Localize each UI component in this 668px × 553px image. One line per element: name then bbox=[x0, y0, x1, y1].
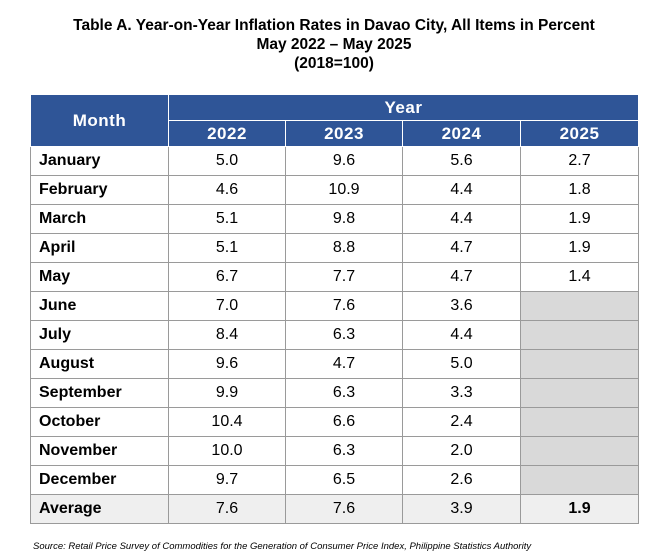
table-row: November 10.0 6.3 2.0 bbox=[30, 436, 639, 466]
value-cell: 6.3 bbox=[285, 378, 403, 408]
value-cell: 4.6 bbox=[168, 175, 286, 205]
table-row: December 9.7 6.5 2.6 bbox=[30, 465, 639, 495]
value-cell: 7.6 bbox=[285, 291, 403, 321]
value-cell: 6.3 bbox=[285, 320, 403, 350]
value-cell: 10.0 bbox=[168, 436, 286, 466]
value-cell: 4.4 bbox=[402, 175, 521, 205]
value-cell: 9.9 bbox=[168, 378, 286, 408]
table-body: January 5.0 9.6 5.6 2.7 February 4.6 10.9 4.4 1.8… bbox=[30, 146, 639, 524]
value-cell: 2.7 bbox=[520, 146, 639, 176]
value-cell: 5.0 bbox=[402, 349, 521, 379]
empty-cell bbox=[520, 436, 639, 466]
value-cell: 1.9 bbox=[520, 204, 639, 234]
value-cell: 9.6 bbox=[285, 146, 403, 176]
title-line-1: Table A. Year-on-Year Inflation Rates in… bbox=[73, 17, 595, 34]
month-cell: December bbox=[30, 465, 169, 495]
year-header: Year bbox=[168, 94, 639, 121]
value-cell: 9.8 bbox=[285, 204, 403, 234]
average-value-cell: 3.9 bbox=[402, 494, 521, 524]
table-row: April 5.1 8.8 4.7 1.9 bbox=[30, 233, 639, 263]
title-line-3: (2018=100) bbox=[294, 55, 374, 72]
value-cell: 8.4 bbox=[168, 320, 286, 350]
value-cell: 2.6 bbox=[402, 465, 521, 495]
month-cell: November bbox=[30, 436, 169, 466]
month-cell: July bbox=[30, 320, 169, 350]
month-cell: June bbox=[30, 291, 169, 321]
value-cell: 5.6 bbox=[402, 146, 521, 176]
value-cell: 4.7 bbox=[402, 233, 521, 263]
table-row: June 7.0 7.6 3.6 bbox=[30, 291, 639, 321]
value-cell: 4.4 bbox=[402, 320, 521, 350]
month-cell: April bbox=[30, 233, 169, 263]
month-cell: October bbox=[30, 407, 169, 437]
empty-cell bbox=[520, 349, 639, 379]
empty-cell bbox=[520, 320, 639, 350]
value-cell: 5.1 bbox=[168, 204, 286, 234]
average-value-cell: 1.9 bbox=[520, 494, 639, 524]
value-cell: 2.4 bbox=[402, 407, 521, 437]
empty-cell bbox=[520, 407, 639, 437]
value-cell: 2.0 bbox=[402, 436, 521, 466]
year-2025-header: 2025 bbox=[520, 120, 639, 147]
value-cell: 5.0 bbox=[168, 146, 286, 176]
table-row: February 4.6 10.9 4.4 1.8 bbox=[30, 175, 639, 205]
title-line-2: May 2022 – May 2025 bbox=[256, 36, 412, 53]
empty-cell bbox=[520, 378, 639, 408]
average-row: Average 7.6 7.6 3.9 1.9 bbox=[30, 494, 639, 524]
table-row: January 5.0 9.6 5.6 2.7 bbox=[30, 146, 639, 176]
value-cell: 1.9 bbox=[520, 233, 639, 263]
month-cell: March bbox=[30, 204, 169, 234]
table-title: Table A. Year-on-Year Inflation Rates in… bbox=[0, 16, 668, 73]
average-value-cell: 7.6 bbox=[285, 494, 403, 524]
month-cell: August bbox=[30, 349, 169, 379]
value-cell: 5.1 bbox=[168, 233, 286, 263]
value-cell: 9.6 bbox=[168, 349, 286, 379]
value-cell: 6.5 bbox=[285, 465, 403, 495]
value-cell: 4.4 bbox=[402, 204, 521, 234]
value-cell: 7.7 bbox=[285, 262, 403, 292]
value-cell: 3.3 bbox=[402, 378, 521, 408]
month-cell: September bbox=[30, 378, 169, 408]
year-2023-header: 2023 bbox=[285, 120, 403, 147]
value-cell: 3.6 bbox=[402, 291, 521, 321]
month-header: Month bbox=[30, 94, 169, 147]
value-cell: 10.4 bbox=[168, 407, 286, 437]
average-value-cell: 7.6 bbox=[168, 494, 286, 524]
value-cell: 1.4 bbox=[520, 262, 639, 292]
table-row: October 10.4 6.6 2.4 bbox=[30, 407, 639, 437]
value-cell: 9.7 bbox=[168, 465, 286, 495]
month-cell: January bbox=[30, 146, 169, 176]
value-cell: 6.7 bbox=[168, 262, 286, 292]
average-label: Average bbox=[30, 494, 169, 524]
table-row: September 9.9 6.3 3.3 bbox=[30, 378, 639, 408]
year-2024-header: 2024 bbox=[402, 120, 521, 147]
month-cell: February bbox=[30, 175, 169, 205]
value-cell: 6.3 bbox=[285, 436, 403, 466]
inflation-table: Month Year 2022 2023 2024 2025 January 5.… bbox=[30, 94, 639, 524]
empty-cell bbox=[520, 465, 639, 495]
value-cell: 1.8 bbox=[520, 175, 639, 205]
table-row: July 8.4 6.3 4.4 bbox=[30, 320, 639, 350]
source-note: Source: Retail Price Survey of Commoditi… bbox=[33, 541, 532, 552]
empty-cell bbox=[520, 291, 639, 321]
table-row: August 9.6 4.7 5.0 bbox=[30, 349, 639, 379]
value-cell: 6.6 bbox=[285, 407, 403, 437]
table-row: March 5.1 9.8 4.4 1.9 bbox=[30, 204, 639, 234]
value-cell: 7.0 bbox=[168, 291, 286, 321]
value-cell: 4.7 bbox=[402, 262, 521, 292]
value-cell: 10.9 bbox=[285, 175, 403, 205]
value-cell: 4.7 bbox=[285, 349, 403, 379]
value-cell: 8.8 bbox=[285, 233, 403, 263]
table-row: May 6.7 7.7 4.7 1.4 bbox=[30, 262, 639, 292]
month-cell: May bbox=[30, 262, 169, 292]
year-2022-header: 2022 bbox=[168, 120, 286, 147]
